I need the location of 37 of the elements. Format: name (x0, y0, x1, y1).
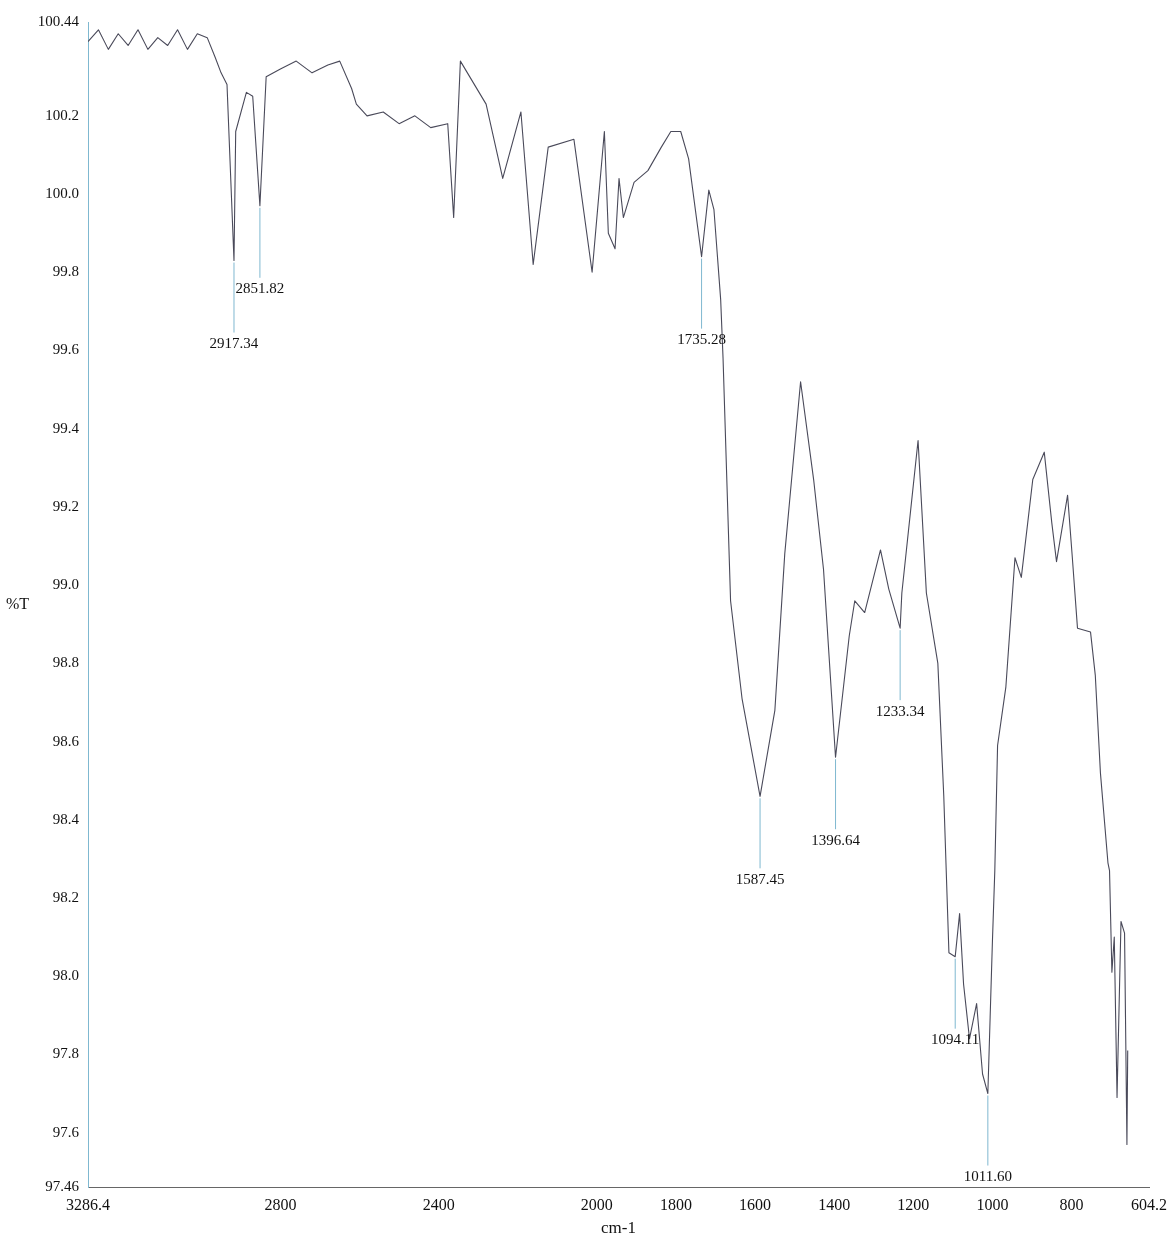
y-tick-label: 97.46 (45, 1178, 80, 1195)
y-tick-label: 100.0 (45, 185, 79, 202)
x-tick-label: 1200 (897, 1196, 930, 1214)
x-tick-label: 1800 (659, 1196, 692, 1214)
y-tick-label: 100.44 (37, 12, 80, 29)
x-tick-label: 604.2 (1131, 1196, 1167, 1214)
annotation: 2851.82 (235, 280, 285, 297)
annotation: 2917.34 (209, 334, 259, 351)
y-tick-label: 99.0 (52, 576, 79, 593)
annotation: 1011.60 (963, 1167, 1012, 1184)
x-tick-label: 2400 (422, 1196, 455, 1214)
y-tick-label: 100.2 (45, 106, 79, 123)
y-tick-label: 97.6 (52, 1123, 80, 1140)
x-tick-label: 3286.4 (66, 1196, 110, 1214)
y-axis-title: %T (6, 594, 30, 612)
y-tick-label: 99.8 (52, 263, 79, 280)
y-tick-label: 98.0 (52, 967, 79, 984)
x-tick-label: 2000 (580, 1196, 613, 1214)
x-axis-title: cm-1 (601, 1218, 636, 1238)
y-tick-label: 98.4 (52, 810, 80, 827)
y-tick-label: 99.2 (52, 497, 79, 514)
x-tick-label: 1600 (739, 1196, 772, 1214)
annotation: 1735.28 (677, 331, 726, 348)
annotation: 1094.11 (931, 1031, 980, 1048)
annotation: 1587.45 (735, 870, 785, 887)
x-tick-label: 2800 (264, 1196, 297, 1214)
y-tick-label: 99.4 (52, 419, 80, 436)
x-tick-label: 1400 (818, 1196, 851, 1214)
y-tick-label: 98.2 (52, 888, 79, 905)
annotation: 1396.64 (811, 831, 861, 848)
y-tick-label: 98.6 (52, 732, 80, 749)
y-tick-label: 99.6 (52, 341, 80, 358)
x-tick-label: 1000 (976, 1196, 1009, 1214)
y-tick-label: 97.8 (52, 1045, 79, 1062)
x-tick-label: 800 (1059, 1196, 1084, 1214)
annotation: 1233.34 (875, 702, 926, 719)
y-tick-label: 98.8 (52, 654, 79, 671)
